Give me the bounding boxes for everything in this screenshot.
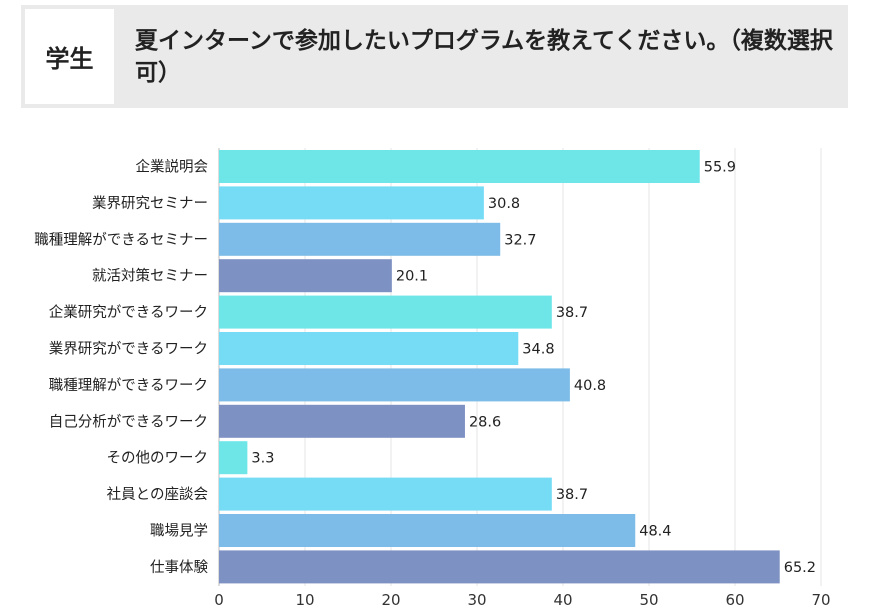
bars [219,150,780,584]
category-label: 職場見学 [150,523,208,540]
x-tick-label: 60 [725,591,744,609]
value-label: 65.2 [784,560,816,576]
x-tick-label: 70 [811,591,830,609]
value-label: 55.9 [704,160,736,176]
value-label: 30.8 [488,196,520,212]
bar-2 [219,186,484,220]
question-header: 学生 夏インターンで参加したいプログラムを教えてください。（複数選択可） [21,5,848,108]
value-label: 38.7 [556,487,588,503]
question-title: 夏インターンで参加したいプログラムを教えてください。（複数選択可） [135,28,833,86]
value-label: 32.7 [504,232,536,248]
category-label: 業界研究セミナー [92,195,208,212]
value-label: 3.3 [251,451,274,467]
bar-6 [219,332,519,365]
bar-1 [219,150,700,183]
value-label: 20.1 [396,269,428,285]
respondent-badge: 学生 [25,9,114,104]
x-tick-label: 10 [295,591,314,609]
x-tick-label: 50 [639,591,658,609]
category-label: 仕事体験 [150,559,208,576]
x-tick-label: 30 [467,591,486,609]
value-label: 38.7 [556,305,588,321]
category-label: 就活対策セミナー [92,268,208,285]
bar-12 [219,550,780,584]
category-label: 自己分析ができるワーク [49,413,208,430]
bar-11 [219,514,636,547]
gridlines [218,148,822,586]
bar-3 [219,222,501,256]
category-label: 職種理解ができるワーク [49,377,208,394]
category-label: 企業研究ができるワーク [49,303,208,321]
value-labels: 55.9 30.8 32.7 20.1 38.7 34.8 40.8 28.6 3.3 38.7 4… [251,160,816,576]
x-tick-label: 40 [553,591,572,609]
bar-4 [219,259,392,293]
bar-9 [219,441,248,475]
bar-7 [219,368,570,402]
category-label: 企業説明会 [136,158,209,176]
x-tick-label: 20 [381,591,400,609]
bar-10 [219,477,552,511]
bar-5 [219,295,552,329]
category-labels: 企業説明会業界研究セミナー職種理解ができるセミナー就活対策セミナー企業研究ができ… [34,158,208,576]
category-label: その他のワーク [107,450,209,467]
value-label: 28.6 [469,414,501,430]
category-label: 業界研究ができるワーク [49,341,208,358]
x-tick-label: 0 [214,591,224,609]
value-label: 48.4 [639,524,671,540]
category-label: 社員との座談会 [107,486,208,503]
bar-8 [219,404,465,438]
value-label: 34.8 [522,342,554,358]
category-label: 職種理解ができるセミナー [34,231,208,248]
value-label: 40.8 [574,378,606,394]
x-tick-labels: 0 10 20 30 40 50 60 70 [214,591,830,609]
